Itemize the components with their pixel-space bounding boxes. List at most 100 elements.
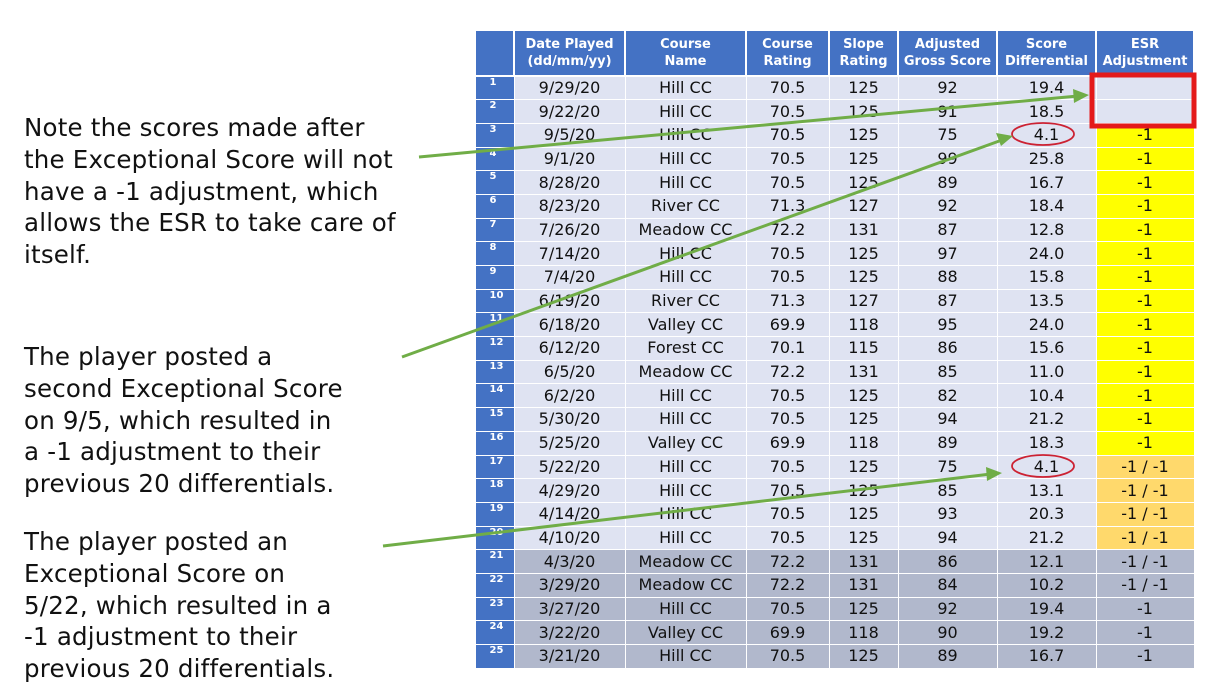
cell-adjusted-gross-score: 86 bbox=[897, 336, 998, 361]
cell-adjusted-gross-score: 86 bbox=[897, 549, 998, 574]
note-line: 5/22, which resulted in a bbox=[24, 590, 332, 620]
cell-esr-adjustment: -1 bbox=[1095, 312, 1195, 338]
table-row: 9 7/4/20 Hill CC 70.5 125 88 15.8 -1 bbox=[474, 265, 1195, 290]
cell-score-differential: 24.0 bbox=[996, 241, 1097, 266]
cell-esr-adjustment: -1 bbox=[1095, 146, 1195, 172]
cell-date-played: 4/3/20 bbox=[513, 549, 626, 574]
cell-date-played: 9/29/20 bbox=[513, 75, 626, 101]
cell-course-rating: 70.5 bbox=[745, 146, 830, 172]
table-row: 23 3/27/20 Hill CC 70.5 125 92 19.4 -1 bbox=[474, 596, 1195, 622]
row-number: 17 bbox=[474, 454, 515, 480]
table-row: 21 4/3/20 Meadow CC 72.2 131 86 12.1 -1 / -1 bbox=[474, 549, 1195, 574]
cell-slope-rating: 115 bbox=[828, 336, 899, 361]
cell-slope-rating: 125 bbox=[828, 170, 899, 195]
table-row: 6 8/23/20 River CC 71.3 127 92 18.4 -1 bbox=[474, 193, 1195, 219]
cell-adjusted-gross-score: 89 bbox=[897, 644, 998, 669]
cell-score-differential: 16.7 bbox=[996, 170, 1097, 195]
cell-adjusted-gross-score: 92 bbox=[897, 193, 998, 219]
cell-slope-rating: 118 bbox=[828, 430, 899, 456]
note-line: allows the ESR to take care of bbox=[24, 208, 396, 238]
row-number: 11 bbox=[474, 312, 515, 338]
cell-course-rating: 70.5 bbox=[745, 122, 830, 148]
cell-date-played: 7/26/20 bbox=[513, 217, 626, 243]
cell-date-played: 3/21/20 bbox=[513, 644, 626, 669]
cell-course-name: Meadow CC bbox=[624, 359, 747, 385]
cell-slope-rating: 131 bbox=[828, 217, 899, 243]
cell-score-differential: 20.3 bbox=[996, 501, 1097, 527]
cell-course-rating: 70.1 bbox=[745, 336, 830, 361]
cell-date-played: 7/4/20 bbox=[513, 265, 626, 290]
cell-course-rating: 70.5 bbox=[745, 644, 830, 669]
note-line: itself. bbox=[24, 240, 92, 270]
note-esr-self-correct: Note the scores made after the Exception… bbox=[24, 112, 396, 271]
cell-date-played: 8/28/20 bbox=[513, 170, 626, 195]
cell-adjusted-gross-score: 89 bbox=[897, 430, 998, 456]
cell-date-played: 3/27/20 bbox=[513, 596, 626, 622]
cell-slope-rating: 125 bbox=[828, 644, 899, 669]
row-number: 21 bbox=[474, 549, 515, 574]
col-header-course-name: Course Name bbox=[624, 29, 747, 77]
note-first-exceptional-score: The player posted an Exceptional Score o… bbox=[24, 526, 334, 685]
table-row: 8 7/14/20 Hill CC 70.5 125 97 24.0 -1 bbox=[474, 241, 1195, 266]
cell-course-name: Hill CC bbox=[624, 122, 747, 148]
note-line: Note the scores made after bbox=[24, 113, 365, 142]
cell-esr-adjustment: -1 / -1 bbox=[1095, 501, 1195, 527]
cell-score-differential: 24.0 bbox=[996, 312, 1097, 338]
row-number: 6 bbox=[474, 193, 515, 219]
cell-score-differential: 21.2 bbox=[996, 525, 1097, 551]
cell-score-differential: 11.0 bbox=[996, 359, 1097, 385]
cell-course-name: Hill CC bbox=[624, 525, 747, 551]
note-line: previous 20 differentials. bbox=[24, 654, 335, 684]
cell-course-name: Hill CC bbox=[624, 241, 747, 266]
cell-date-played: 5/25/20 bbox=[513, 430, 626, 456]
cell-esr-adjustment: -1 bbox=[1095, 122, 1195, 148]
note-line: on 9/5, which resulted in bbox=[24, 405, 332, 435]
note-line: -1 adjustment to their bbox=[24, 622, 298, 652]
cell-adjusted-gross-score: 90 bbox=[897, 620, 998, 645]
cell-slope-rating: 125 bbox=[828, 146, 899, 172]
row-number: 12 bbox=[474, 336, 515, 361]
cell-adjusted-gross-score: 91 bbox=[897, 99, 998, 124]
note-line: Exceptional Score on bbox=[24, 558, 286, 588]
table-body: 1 9/29/20 Hill CC 70.5 125 92 19.4 2 9/22/20 Hill… bbox=[474, 75, 1195, 669]
cell-score-differential: 21.2 bbox=[996, 407, 1097, 432]
row-number: 10 bbox=[474, 288, 515, 314]
cell-course-name: Hill CC bbox=[624, 478, 747, 503]
row-number: 5 bbox=[474, 170, 515, 195]
cell-score-differential: 19.4 bbox=[996, 596, 1097, 622]
table-row: 7 7/26/20 Meadow CC 72.2 131 87 12.8 -1 bbox=[474, 217, 1195, 243]
col-header-course-rating: Course Rating bbox=[745, 29, 830, 77]
cell-score-differential: 10.4 bbox=[996, 383, 1097, 409]
row-number: 14 bbox=[474, 383, 515, 409]
cell-esr-adjustment: -1 bbox=[1095, 407, 1195, 432]
cell-slope-rating: 125 bbox=[828, 501, 899, 527]
cell-date-played: 6/5/20 bbox=[513, 359, 626, 385]
table-row: 24 3/22/20 Valley CC 69.9 118 90 19.2 -1 bbox=[474, 620, 1195, 645]
cell-score-differential: 13.5 bbox=[996, 288, 1097, 314]
row-number: 7 bbox=[474, 217, 515, 243]
cell-date-played: 7/14/20 bbox=[513, 241, 626, 266]
cell-adjusted-gross-score: 99 bbox=[897, 146, 998, 172]
table-row: 20 4/10/20 Hill CC 70.5 125 94 21.2 -1 / -1 bbox=[474, 525, 1195, 551]
cell-date-played: 6/18/20 bbox=[513, 312, 626, 338]
col-header-esr-adjustment: ESR Adjustment bbox=[1095, 29, 1195, 77]
cell-adjusted-gross-score: 94 bbox=[897, 525, 998, 551]
cell-course-name: River CC bbox=[624, 288, 747, 314]
cell-adjusted-gross-score: 97 bbox=[897, 241, 998, 266]
cell-date-played: 6/2/20 bbox=[513, 383, 626, 409]
cell-date-played: 9/22/20 bbox=[513, 99, 626, 124]
cell-adjusted-gross-score: 75 bbox=[897, 454, 998, 480]
col-header-date-played: Date Played (dd/mm/yy) bbox=[513, 29, 626, 77]
table-row: 25 3/21/20 Hill CC 70.5 125 89 16.7 -1 bbox=[474, 644, 1195, 669]
row-number: 3 bbox=[474, 122, 515, 148]
cell-score-differential: 18.5 bbox=[996, 99, 1097, 124]
cell-course-rating: 70.5 bbox=[745, 265, 830, 290]
row-number: 1 bbox=[474, 75, 515, 101]
row-number: 4 bbox=[474, 146, 515, 172]
note-line: the Exceptional Score will not bbox=[24, 144, 393, 174]
table-row: 12 6/12/20 Forest CC 70.1 115 86 15.6 -1 bbox=[474, 336, 1195, 361]
cell-course-rating: 72.2 bbox=[745, 549, 830, 574]
row-number: 24 bbox=[474, 620, 515, 645]
cell-date-played: 6/19/20 bbox=[513, 288, 626, 314]
cell-esr-adjustment bbox=[1095, 75, 1195, 101]
